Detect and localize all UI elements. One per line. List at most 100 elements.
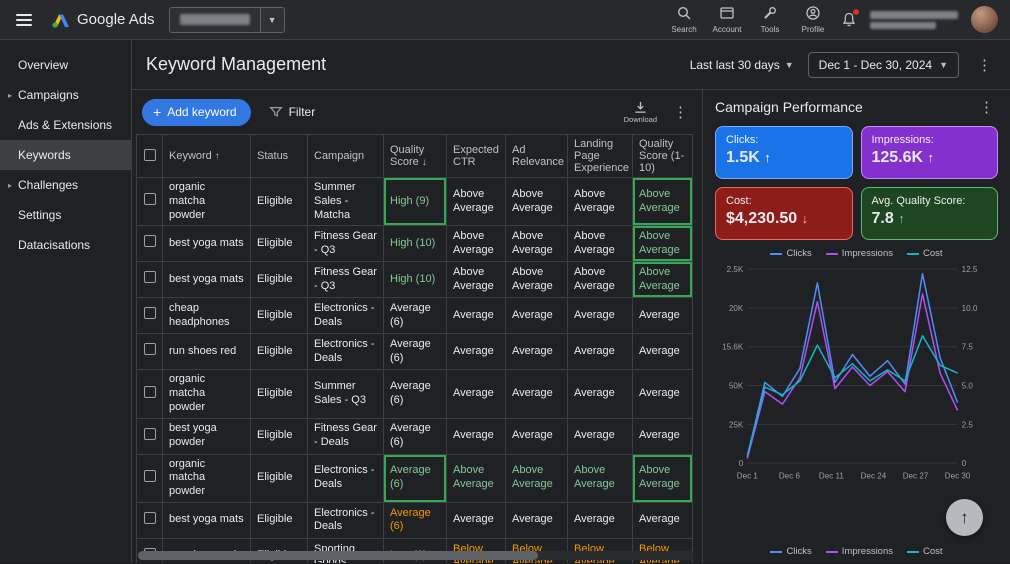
cell-keyword: best yoga mats: [162, 501, 251, 539]
svg-text:7.5: 7.5: [962, 343, 974, 352]
row-checkbox-cell: [136, 261, 163, 299]
table-row: organic matcha powder Eligible Electronics…: [136, 453, 693, 503]
legend-swatch: [825, 252, 838, 255]
cell-status: Eligible: [250, 225, 308, 263]
avatar[interactable]: [971, 6, 998, 33]
table-wrap: Keyword ↑ Status Campaign Quality Score ↓ Expe…: [132, 134, 702, 563]
row-checkbox[interactable]: [143, 235, 156, 248]
sidebar-item-overview[interactable]: Overview: [0, 50, 131, 80]
stat-card-cost: Cost: $4,230.50 ↓: [715, 187, 853, 240]
row-checkbox-cell: [136, 453, 163, 503]
cell-keyword: organic matcha powder: [162, 453, 251, 503]
svg-text:0: 0: [962, 459, 967, 468]
trend-down-icon: ↓: [801, 211, 809, 226]
row-checkbox[interactable]: [143, 469, 156, 482]
stat-label: Cost:: [726, 195, 752, 207]
sidebar-item-challenges[interactable]: ▸ Challenges: [0, 170, 131, 200]
chevron-down-icon[interactable]: ▼: [259, 7, 284, 32]
table-header-row: Keyword ↑ Status Campaign Quality Score ↓ Expe…: [136, 134, 693, 178]
hamburger-menu-icon[interactable]: [12, 10, 36, 30]
column-header[interactable]: Campaign: [307, 134, 384, 178]
expand-arrow-icon: ▸: [7, 90, 12, 100]
account-selector[interactable]: ▼: [168, 6, 285, 33]
brand-logo[interactable]: Google Ads: [50, 11, 155, 29]
filter-label: Filter: [288, 105, 316, 119]
keywords-table: Keyword ↑ Status Campaign Quality Score ↓ Expe…: [136, 134, 693, 563]
date-range-button[interactable]: Dec 1 - Dec 30, 2024 ▼: [807, 51, 959, 78]
row-checkbox[interactable]: [143, 343, 156, 356]
svg-text:Dec 6: Dec 6: [779, 471, 801, 480]
add-keyword-button[interactable]: + Add keyword: [142, 98, 251, 126]
cell-expected-ctr: Average: [446, 501, 506, 539]
stat-value: $4,230.50 ↓: [726, 210, 809, 227]
stat-card-avg-quality-score: Avg. Quality Score: 7.8 ↑: [860, 187, 998, 240]
sidebar-item-settings[interactable]: Settings: [0, 200, 131, 230]
page-title: Keyword Management: [146, 54, 327, 74]
stat-value: 1.5K ↑: [726, 149, 771, 166]
main-content: Keyword Management Last last 30 days ▼ D…: [132, 40, 1010, 563]
cell-keyword: organic matcha powder: [162, 176, 251, 227]
cell-keyword: best yoga powder: [162, 417, 251, 455]
cell-landing-page-experience: Average: [567, 297, 633, 335]
column-header[interactable]: Ad Relevance: [505, 134, 568, 178]
column-header[interactable]: Expected CTR: [446, 134, 506, 178]
cell-landing-page-experience: Average: [567, 501, 633, 539]
page-header-kebab-menu[interactable]: ⋮: [977, 56, 992, 74]
funnel-icon: [268, 107, 283, 117]
row-checkbox[interactable]: [143, 271, 156, 284]
cell-quality-score-1-10: Average: [632, 369, 693, 419]
svg-text:5.0: 5.0: [962, 382, 974, 391]
sidebar-item-datacisations[interactable]: Datacisations: [0, 230, 131, 260]
table-row: best yoga mats Eligible Fitness Gear - Q3 H…: [136, 261, 693, 299]
row-checkbox[interactable]: [143, 511, 156, 524]
cell-status: Eligible: [250, 297, 308, 335]
column-header[interactable]: Quality Score (1-10): [632, 134, 693, 178]
cell-keyword: organic matcha powder: [162, 369, 251, 419]
row-checkbox[interactable]: [143, 385, 156, 398]
table-row: cheap headphones Eligible Electronics - De…: [136, 297, 693, 335]
column-header[interactable]: Keyword ↑: [162, 134, 251, 178]
row-checkbox[interactable]: [143, 307, 156, 320]
stat-value: 125.6K ↑: [871, 149, 935, 166]
horizontal-scrollbar-thumb[interactable]: [138, 551, 539, 560]
row-checkbox[interactable]: [143, 193, 156, 206]
topnav-account-button[interactable]: Account: [712, 5, 742, 34]
trend-up-icon: ↑: [764, 150, 771, 165]
sidebar-item-campaigns[interactable]: ▸ Campaigns: [0, 80, 131, 110]
row-checkbox[interactable]: [143, 427, 156, 440]
select-all-checkbox[interactable]: [143, 148, 156, 161]
svg-text:2.5: 2.5: [962, 420, 974, 429]
sort-desc-icon: ↓: [421, 157, 427, 168]
svg-text:Dec 11: Dec 11: [819, 471, 845, 480]
table-kebab-menu[interactable]: ⋮: [673, 104, 688, 121]
cell-campaign: Summer Sales - Matcha: [307, 176, 384, 227]
expand-arrow-icon: ▸: [7, 180, 12, 190]
download-button[interactable]: Download: [624, 101, 657, 124]
google-ads-logo-icon: [52, 14, 69, 28]
scroll-to-top-button[interactable]: ↑: [946, 499, 983, 536]
topnav-profile-button[interactable]: Profile: [798, 5, 828, 34]
sidebar-item-ads-extensions[interactable]: Ads & Extensions: [0, 110, 131, 140]
notifications-bell-icon[interactable]: [841, 8, 860, 28]
stat-card-clicks: Clicks: 1.5K ↑: [715, 126, 853, 179]
topnav-tools-button[interactable]: Tools: [755, 5, 785, 34]
sidebar-item-keywords[interactable]: Keywords: [0, 140, 131, 170]
topnav-search-button[interactable]: Search: [669, 5, 699, 34]
sidebar-item-label: Ads & Extensions: [18, 118, 113, 132]
legend-swatch: [770, 252, 783, 255]
cell-campaign: Electronics - Deals: [307, 333, 384, 371]
cell-quality-score: Average (6): [383, 501, 447, 539]
download-label: Download: [623, 114, 657, 124]
date-range-label: Dec 1 - Dec 30, 2024: [818, 57, 933, 72]
svg-text:2.5K: 2.5K: [727, 265, 744, 274]
cell-expected-ctr: Average: [446, 333, 506, 371]
column-header[interactable]: Landing Page Experience: [567, 134, 633, 178]
column-header[interactable]: Quality Score ↓: [383, 134, 447, 178]
brand-name: Google Ads: [77, 11, 155, 28]
date-preset-dropdown[interactable]: Last last 30 days ▼: [690, 58, 794, 72]
filter-button[interactable]: Filter: [268, 105, 316, 119]
svg-text:12.5: 12.5: [962, 265, 978, 274]
column-header[interactable]: Status: [250, 134, 308, 178]
row-checkbox-cell: [136, 297, 163, 335]
panel-kebab-menu[interactable]: ⋮: [979, 99, 994, 116]
